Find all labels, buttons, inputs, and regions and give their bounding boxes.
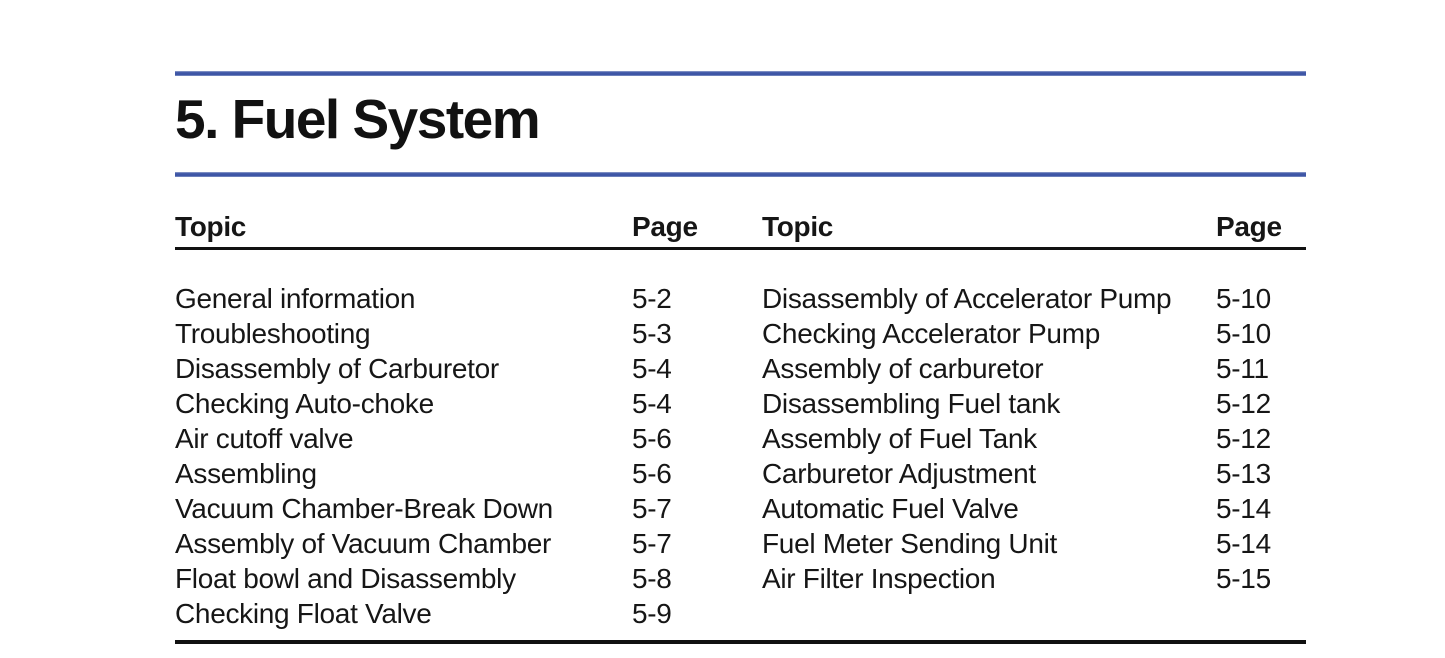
toc-column-group-left: Topic Page General information 5-2 Troub… [175, 211, 762, 631]
toc-page-number: 5-10 [1216, 318, 1271, 349]
toc-topic: Assembling [175, 458, 317, 489]
toc-page-number: 5-12 [1216, 388, 1271, 419]
toc-topic: Checking Float Valve [175, 598, 432, 629]
toc-header-row: Topic Page [175, 211, 762, 247]
toc-table: Topic Page General information 5-2 Troub… [175, 211, 1306, 644]
toc-rows-right: Disassembly of Accelerator Pump 5-10 Che… [762, 281, 1306, 596]
toc-topic: Carburetor Adjustment [762, 458, 1036, 489]
toc-column-group-right: Topic Page Disassembly of Accelerator Pu… [762, 211, 1306, 631]
toc-page-number: 5-3 [632, 318, 672, 349]
toc-topic: Checking Auto-choke [175, 388, 434, 419]
toc-page-number: 5-10 [1216, 283, 1271, 314]
toc-page-number: 5-9 [632, 598, 672, 629]
toc-page-header: Page [1216, 211, 1282, 242]
toc-topic: Air Filter Inspection [762, 563, 996, 594]
toc-topic: Float bowl and Disassembly [175, 563, 516, 594]
toc-topic: Checking Accelerator Pump [762, 318, 1101, 349]
toc-header-row: Topic Page [762, 211, 1306, 247]
toc-row: Carburetor Adjustment 5-13 [762, 456, 1306, 491]
toc-row: Vacuum Chamber-Break Down 5-7 [175, 491, 762, 526]
toc-page-number: 5-2 [632, 283, 672, 314]
toc-row: Automatic Fuel Valve 5-14 [762, 491, 1306, 526]
toc-row: Troubleshooting 5-3 [175, 316, 762, 351]
toc-topic-header: Topic [175, 211, 247, 242]
toc-page-number: 5-6 [632, 423, 672, 454]
toc-page-number: 5-12 [1216, 423, 1271, 454]
toc-topic-header: Topic [762, 211, 834, 242]
toc-page-number: 5-6 [632, 458, 672, 489]
toc-topic: Air cutoff valve [175, 423, 354, 454]
toc-row: Air Filter Inspection 5-15 [762, 561, 1306, 596]
toc-row: Checking Accelerator Pump 5-10 [762, 316, 1306, 351]
toc-row: Assembly of carburetor 5-11 [762, 351, 1306, 386]
toc-row: Checking Float Valve 5-9 [175, 596, 762, 631]
toc-row: General information 5-2 [175, 281, 762, 316]
toc-topic: Automatic Fuel Valve [762, 493, 1019, 524]
toc-topic: General information [175, 283, 416, 314]
toc-topic: Assembly of Fuel Tank [762, 423, 1037, 454]
toc-page-number: 5-15 [1216, 563, 1271, 594]
toc-topic: Assembly of carburetor [762, 353, 1044, 384]
toc-page-number: 5-4 [632, 353, 672, 384]
toc-row: Assembly of Vacuum Chamber 5-7 [175, 526, 762, 561]
toc-page-number: 5-14 [1216, 493, 1271, 524]
toc-row: Fuel Meter Sending Unit 5-14 [762, 526, 1306, 561]
toc-row: Assembly of Fuel Tank 5-12 [762, 421, 1306, 456]
toc-page-number: 5-8 [632, 563, 672, 594]
chapter-title: 5. Fuel System [175, 88, 541, 150]
toc-page-number: 5-7 [632, 493, 672, 524]
toc-topic: Disassembling Fuel tank [762, 388, 1061, 419]
toc-page-number: 5-14 [1216, 528, 1271, 559]
toc-topic: Assembly of Vacuum Chamber [175, 528, 552, 559]
toc-topic: Disassembly of Accelerator Pump [762, 283, 1172, 314]
toc-rows-left: General information 5-2 Troubleshooting … [175, 281, 762, 631]
toc-row: Assembling 5-6 [175, 456, 762, 491]
toc-page-number: 5-13 [1216, 458, 1271, 489]
toc-row: Air cutoff valve 5-6 [175, 421, 762, 456]
toc-topic: Vacuum Chamber-Break Down [175, 493, 553, 524]
accent-rule-under-title [175, 172, 1306, 177]
toc-topic: Fuel Meter Sending Unit [762, 528, 1058, 559]
toc-header-rule [175, 247, 1306, 250]
toc-row: Disassembling Fuel tank 5-12 [762, 386, 1306, 421]
toc-page-number: 5-7 [632, 528, 672, 559]
toc-page-header: Page [632, 211, 698, 242]
toc-topic: Troubleshooting [175, 318, 371, 349]
toc-topic: Disassembly of Carburetor [175, 353, 499, 384]
toc-row: Disassembly of Accelerator Pump 5-10 [762, 281, 1306, 316]
toc-row: Checking Auto-choke 5-4 [175, 386, 762, 421]
toc-page-number: 5-11 [1216, 353, 1269, 384]
toc-page-number: 5-4 [632, 388, 672, 419]
toc-row: Float bowl and Disassembly 5-8 [175, 561, 762, 596]
toc-bottom-rule [175, 640, 1306, 644]
toc-row: Disassembly of Carburetor 5-4 [175, 351, 762, 386]
accent-rule-top [175, 71, 1306, 76]
